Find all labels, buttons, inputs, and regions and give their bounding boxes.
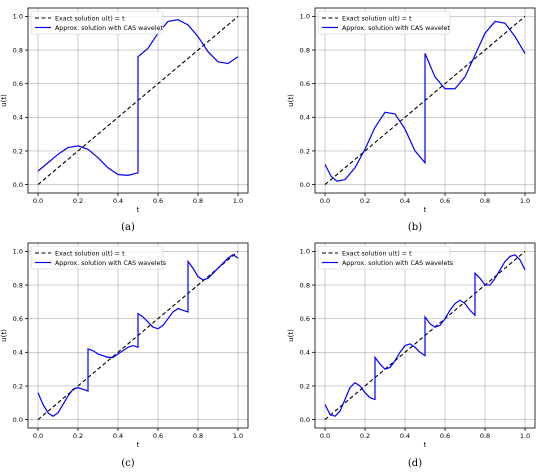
axes-frame: [314, 7, 536, 194]
chart-c: 0.0 0.2 0.4 0.6 0.8 1.0 0.0 0.2 0.4 0.6 0.8 1.0 t u(t…: [0, 242, 249, 449]
x-tick-label: 0.6: [153, 432, 163, 440]
caption-b: (b): [407, 222, 423, 233]
x-tick-label: 0.4: [113, 432, 123, 440]
axes-frame: [314, 242, 536, 429]
y-tick-label: 0.6: [300, 315, 310, 323]
x-tick-label: 1.0: [233, 197, 243, 205]
x-tick-label: 1.0: [520, 197, 530, 205]
legend-label: Exact solution u(t) = t: [55, 250, 125, 257]
y-tick-label: 0.0: [13, 181, 23, 189]
legend-box: [30, 245, 164, 270]
axes-frame: [27, 7, 249, 194]
legend-label: Approx. solution with CAS wavelets: [55, 260, 166, 267]
x-tick-label: 0.8: [480, 432, 490, 440]
y-tick-label: 0.6: [13, 80, 23, 88]
y-tick-label: 0.2: [13, 382, 23, 390]
y-axis-label: u(t): [0, 94, 8, 107]
x-tick-label: 0.2: [73, 197, 83, 205]
y-tick-label: 1.0: [300, 13, 310, 21]
x-tick-label: 0.0: [33, 432, 43, 440]
legend-label: Approx. solution with CAS wavelets: [342, 260, 453, 267]
y-axis-label: u(t): [287, 329, 295, 342]
y-axis-label: u(t): [0, 329, 8, 342]
x-tick-label: 0.4: [400, 432, 410, 440]
x-tick-label: 0.6: [440, 197, 450, 205]
y-tick-label: 1.0: [300, 248, 310, 256]
axes-frame: [27, 242, 249, 429]
x-tick-label: 0.8: [193, 197, 203, 205]
y-tick-label: 1.0: [13, 248, 23, 256]
y-tick-label: 0.0: [13, 416, 23, 424]
legend-label: Approx. solution with CAS wavelet: [55, 25, 163, 32]
y-tick-label: 0.2: [300, 382, 310, 390]
x-tick-label: 0.6: [440, 432, 450, 440]
y-tick-label: 0.8: [13, 281, 23, 289]
y-tick-label: 0.2: [300, 147, 310, 155]
x-tick-label: 1.0: [520, 432, 530, 440]
x-tick-label: 0.0: [320, 432, 330, 440]
y-axis-label: u(t): [287, 94, 295, 107]
x-axis-label: t: [424, 206, 427, 214]
chart-d: 0.0 0.2 0.4 0.6 0.8 1.0 0.0 0.2 0.4 0.6 0.8 1.0 t u(t…: [287, 242, 536, 449]
y-tick-label: 0.2: [13, 147, 23, 155]
y-tick-label: 0.6: [300, 80, 310, 88]
approx-solution-line: [324, 20, 526, 182]
x-axis-label: t: [424, 441, 427, 449]
approx-solution-line: [37, 254, 239, 417]
x-tick-label: 0.4: [113, 197, 123, 205]
x-tick-label: 0.8: [193, 432, 203, 440]
x-tick-label: 0.2: [360, 432, 370, 440]
y-tick-label: 0.4: [300, 114, 310, 122]
y-tick-label: 0.8: [300, 281, 310, 289]
x-axis-label: t: [137, 441, 140, 449]
x-tick-label: 0.2: [73, 432, 83, 440]
y-tick-label: 0.4: [300, 349, 310, 357]
y-tick-label: 0.0: [300, 416, 310, 424]
y-tick-label: 0.4: [13, 114, 23, 122]
caption-d: (d): [407, 458, 423, 469]
chart-a: 0.0 0.2 0.4 0.6 0.8 1.0 0.0 0.2 0.4 0.6 0.8 1.0 t u(t…: [0, 7, 249, 214]
approx-solution-line: [37, 19, 239, 176]
x-tick-label: 0.6: [153, 197, 163, 205]
legend-label: Exact solution u(t) = t: [342, 15, 412, 22]
legend-box: [30, 10, 164, 35]
x-axis-label: t: [137, 206, 140, 214]
y-tick-label: 0.6: [13, 315, 23, 323]
x-tick-label: 0.0: [33, 197, 43, 205]
y-tick-label: 0.4: [13, 349, 23, 357]
legend-box: [317, 245, 451, 270]
x-tick-label: 0.8: [480, 197, 490, 205]
x-tick-label: 0.2: [360, 197, 370, 205]
legend-label: Exact solution u(t) = t: [55, 15, 125, 22]
x-tick-label: 1.0: [233, 432, 243, 440]
caption-a: (a): [121, 222, 135, 233]
y-tick-label: 0.8: [300, 46, 310, 54]
caption-c: (c): [121, 458, 135, 469]
y-tick-label: 0.0: [300, 181, 310, 189]
chart-b: 0.0 0.2 0.4 0.6 0.8 1.0 0.0 0.2 0.4 0.6 0.8 1.0 t u(t…: [287, 7, 536, 214]
legend-box: [317, 10, 451, 35]
x-tick-label: 0.0: [320, 197, 330, 205]
x-tick-label: 0.4: [400, 197, 410, 205]
approx-solution-line: [324, 254, 526, 417]
legend-label: Approx. solution with CAS wavelet: [342, 25, 450, 32]
legend-label: Exact solution u(t) = t: [342, 250, 412, 257]
y-tick-label: 1.0: [13, 13, 23, 21]
y-tick-label: 0.8: [13, 46, 23, 54]
